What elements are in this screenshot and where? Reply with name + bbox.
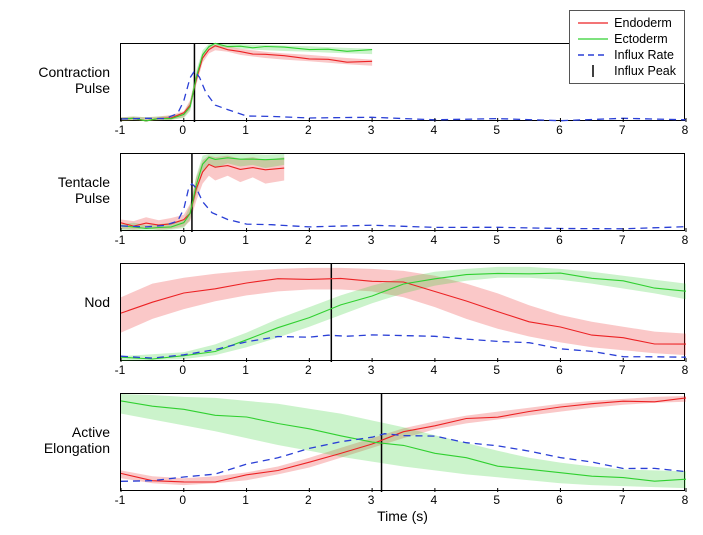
legend-swatch-ectoderm [578,33,608,45]
xtick-label: 6 [556,493,563,507]
x-axis-label: Time (s) [120,508,685,524]
xtick-label: 3 [368,233,375,247]
xtick-label: 7 [619,363,626,377]
xtick-label: 6 [556,233,563,247]
xtick-label: 4 [431,493,438,507]
xtick-label: 0 [179,123,186,137]
xtick-label: 4 [431,363,438,377]
ectoderm-band [121,394,686,488]
endoderm-band [121,45,372,121]
xtick-label: 2 [305,123,312,137]
panel-elongation [120,393,685,491]
legend-item-influx-peak: Influx Peak [578,63,676,79]
legend-swatch-influx [578,49,608,61]
xtick-label: 1 [242,363,249,377]
panel-label-contraction: ContractionPulse [10,64,110,96]
xtick-label: -1 [115,233,126,247]
xtick-label: 5 [493,123,500,137]
xtick-label: 1 [242,233,249,247]
legend-label: Influx Peak [614,64,676,78]
xtick-label: 2 [305,493,312,507]
xtick-label: 7 [619,123,626,137]
influx-line [121,184,686,229]
xtick-label: 5 [493,493,500,507]
xtick-label: 7 [619,493,626,507]
legend-label: Influx Rate [614,48,674,62]
xtick-label: 2 [305,363,312,377]
xtick-label: 8 [682,493,689,507]
legend-label: Ectoderm [614,32,668,46]
x-axis-label-text: Time (s) [377,508,428,524]
xtick-label: 7 [619,233,626,247]
legend: Endoderm Ectoderm Influx Rate Influx Pea… [569,10,685,84]
xtick-label: 8 [682,233,689,247]
legend-swatch-endoderm [578,17,608,29]
xtick-label: 5 [493,233,500,247]
xtick-label: 4 [431,123,438,137]
xtick-label: 2 [305,233,312,247]
xtick-label: 3 [368,363,375,377]
xtick-label: 1 [242,123,249,137]
xtick-label: -1 [115,123,126,137]
legend-swatch-peak [578,65,608,77]
xtick-label: 3 [368,493,375,507]
panel-tentacle [120,153,685,231]
legend-item-influx-rate: Influx Rate [578,47,676,63]
panel-label-elongation: ActiveElongation [10,424,110,456]
endoderm-line [121,46,372,121]
legend-item-ectoderm: Ectoderm [578,31,676,47]
xtick-label: 8 [682,123,689,137]
xtick-label: 0 [179,363,186,377]
panel-label-tentacle: TentaclePulse [10,174,110,206]
xtick-label: -1 [115,363,126,377]
xtick-label: 0 [179,233,186,247]
xtick-label: 0 [179,493,186,507]
legend-item-endoderm: Endoderm [578,15,676,31]
panel-label-nod: Nod [10,294,110,310]
xtick-label: 8 [682,363,689,377]
xtick-label: 5 [493,363,500,377]
legend-label: Endoderm [614,16,672,30]
xtick-label: 4 [431,233,438,247]
panel-nod [120,263,685,361]
xtick-label: 6 [556,363,563,377]
xtick-label: 1 [242,493,249,507]
xtick-label: 3 [368,123,375,137]
xtick-label: -1 [115,493,126,507]
figure: Endoderm Ectoderm Influx Rate Influx Pea… [10,10,693,525]
xtick-label: 6 [556,123,563,137]
